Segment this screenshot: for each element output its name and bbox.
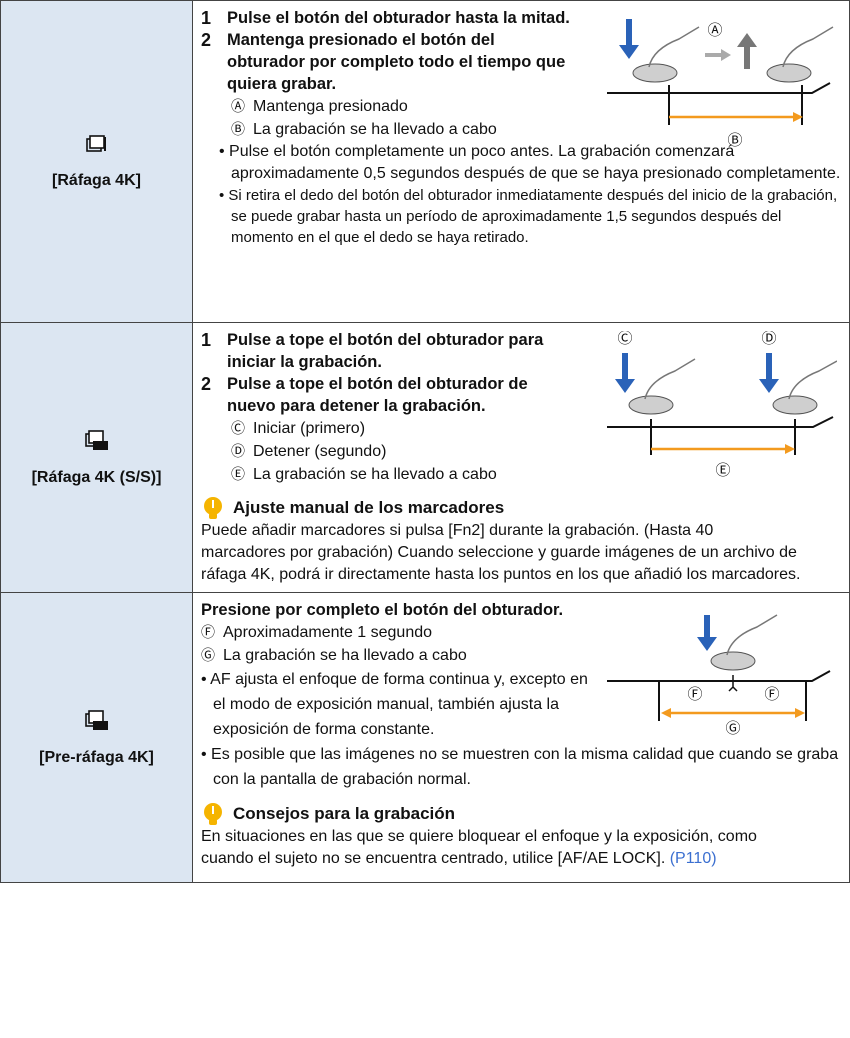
- diagram-label: Ⓐ: [707, 22, 722, 39]
- legend-text: Detener (segundo): [253, 443, 387, 460]
- tip-title: Consejos para la grabación: [233, 804, 456, 823]
- tip-header: Ajuste manual de los marcadores: [201, 496, 841, 520]
- legend-text: Aproximadamente 1 segundo: [223, 624, 433, 641]
- mode-icon: [84, 709, 108, 730]
- step-number: 2: [201, 30, 212, 50]
- step-text: Pulse a tope el botón del obturador de n…: [227, 375, 528, 415]
- note-text: Es posible que las imágenes no se muestr…: [211, 746, 839, 788]
- page-link[interactable]: (P110): [669, 850, 717, 867]
- mode-icon: [84, 429, 108, 450]
- tip-icon: [204, 803, 222, 825]
- mode-icon: [85, 134, 106, 152]
- diagram-label: Ⓔ: [715, 462, 730, 479]
- step-number: 2: [201, 374, 212, 394]
- mode-cell: [Pre-ráfaga 4K]: [0, 592, 193, 883]
- mode-table: [Ráfaga 4K] Ⓐ Ⓑ 1 Pulse el botón del obtu…: [0, 0, 850, 883]
- diagram-label: Ⓒ: [617, 331, 632, 347]
- legend-mark: Ⓐ: [231, 98, 245, 114]
- step-text: Pulse a tope el botón del obturador para…: [227, 331, 544, 371]
- note-text: Pulse el botón completamente un poco ant…: [229, 143, 841, 182]
- intro: Presione por completo el botón del obtur…: [201, 601, 564, 619]
- note: • AF ajusta el enfoque de forma continua…: [201, 671, 588, 738]
- content-cell: Ⓕ Ⓕ Ⓖ Presione por completo el botón del…: [192, 592, 850, 883]
- legend-mark: Ⓖ: [201, 647, 215, 663]
- diagram: Ⓐ Ⓑ: [607, 19, 834, 149]
- legend-mark: Ⓑ: [231, 121, 245, 137]
- legend-item: Ⓒ Iniciar (primero): [201, 417, 841, 440]
- legend-mark: Ⓒ: [231, 420, 245, 436]
- step: 2 Mantenga presionado el botón del obtura…: [201, 29, 571, 95]
- legend-item: Ⓐ Mantenga presionado: [201, 95, 841, 118]
- mode-label: [Ráfaga 4K]: [52, 171, 141, 189]
- legend-text: La grabación se ha llevado a cabo: [253, 121, 497, 138]
- row: [Ráfaga 4K (S/S)] Ⓒ Ⓓ Ⓔ 1 Pulse a tope el…: [0, 322, 850, 593]
- tip-text: Puede añadir marcadores si pulsa [Fn2] d…: [201, 522, 801, 583]
- step-number: 1: [201, 8, 212, 28]
- step: 1 Pulse a tope el botón del obturador par…: [201, 329, 571, 373]
- tip-text: En situaciones en las que se quiere bloq…: [201, 828, 757, 867]
- mode-cell: [Ráfaga 4K]: [0, 0, 193, 323]
- content-cell: Ⓐ Ⓑ 1 Pulse el botón del obturador hasta …: [192, 0, 850, 323]
- tip-body: En situaciones en las que se quiere bloq…: [201, 826, 801, 876]
- step-number: 1: [201, 330, 212, 350]
- step-text: Pulse el botón del obturador hasta la mi…: [227, 9, 570, 27]
- step: 2 Pulse a tope el botón del obturador de …: [201, 373, 571, 417]
- content-cell: Ⓒ Ⓓ Ⓔ 1 Pulse a tope el botón del obturad…: [192, 322, 850, 593]
- note: • Pulse el botón completamente un poco a…: [219, 143, 841, 182]
- legend-mark: Ⓕ: [201, 624, 215, 640]
- row: [Ráfaga 4K] Ⓐ Ⓑ 1 Pulse el botón del obtu…: [0, 0, 850, 323]
- diagram-label: Ⓑ: [727, 132, 742, 149]
- diagram-label: Ⓕ: [764, 686, 779, 703]
- note-text: AF ajusta el enfoque de forma continua y…: [210, 671, 588, 738]
- legend-item: Ⓕ Aproximadamente 1 segundo: [201, 621, 841, 644]
- note: • Si retira el dedo del botón del obtura…: [219, 187, 838, 246]
- tip-icon: [204, 497, 222, 519]
- diagram: Ⓒ Ⓓ Ⓔ: [607, 331, 837, 479]
- diagram-label: Ⓖ: [725, 720, 740, 737]
- mode-label: [Ráfaga 4K (S/S)]: [31, 468, 162, 486]
- row: [Pre-ráfaga 4K] Ⓕ Ⓕ Ⓖ Presione por compl…: [0, 592, 850, 883]
- note: • Es posible que las imágenes no se mues…: [201, 746, 839, 788]
- mode-cell: [Ráfaga 4K (S/S)]: [0, 322, 193, 593]
- diagram-label: Ⓓ: [761, 331, 776, 347]
- step: 1 Pulse el botón del obturador hasta la m…: [201, 7, 571, 29]
- legend-text: La grabación se ha llevado a cabo: [223, 647, 467, 664]
- legend-item: Ⓖ La grabación se ha llevado a cabo: [201, 644, 841, 667]
- legend-mark: Ⓓ: [231, 443, 245, 459]
- legend-item: Ⓔ La grabación se ha llevado a cabo: [201, 463, 841, 486]
- diagram-label: Ⓕ: [687, 686, 702, 703]
- diagram: Ⓕ Ⓕ Ⓖ: [607, 614, 831, 737]
- step-text: Mantenga presionado el botón del obturad…: [227, 31, 566, 93]
- note-text: Si retira el dedo del botón del obturado…: [228, 187, 838, 246]
- tip-title: Ajuste manual de los marcadores: [233, 498, 505, 517]
- legend-text: Mantenga presionado: [253, 98, 408, 115]
- legend-item: Ⓑ La grabación se ha llevado a cabo: [201, 118, 841, 141]
- legend-text: La grabación se ha llevado a cabo: [253, 466, 497, 483]
- legend-item: Ⓓ Detener (segundo): [201, 440, 841, 463]
- tip-header: Consejos para la grabación: [201, 802, 841, 826]
- legend-mark: Ⓔ: [231, 466, 245, 482]
- mode-label: [Pre-ráfaga 4K]: [39, 748, 154, 766]
- legend-text: Iniciar (primero): [253, 420, 366, 437]
